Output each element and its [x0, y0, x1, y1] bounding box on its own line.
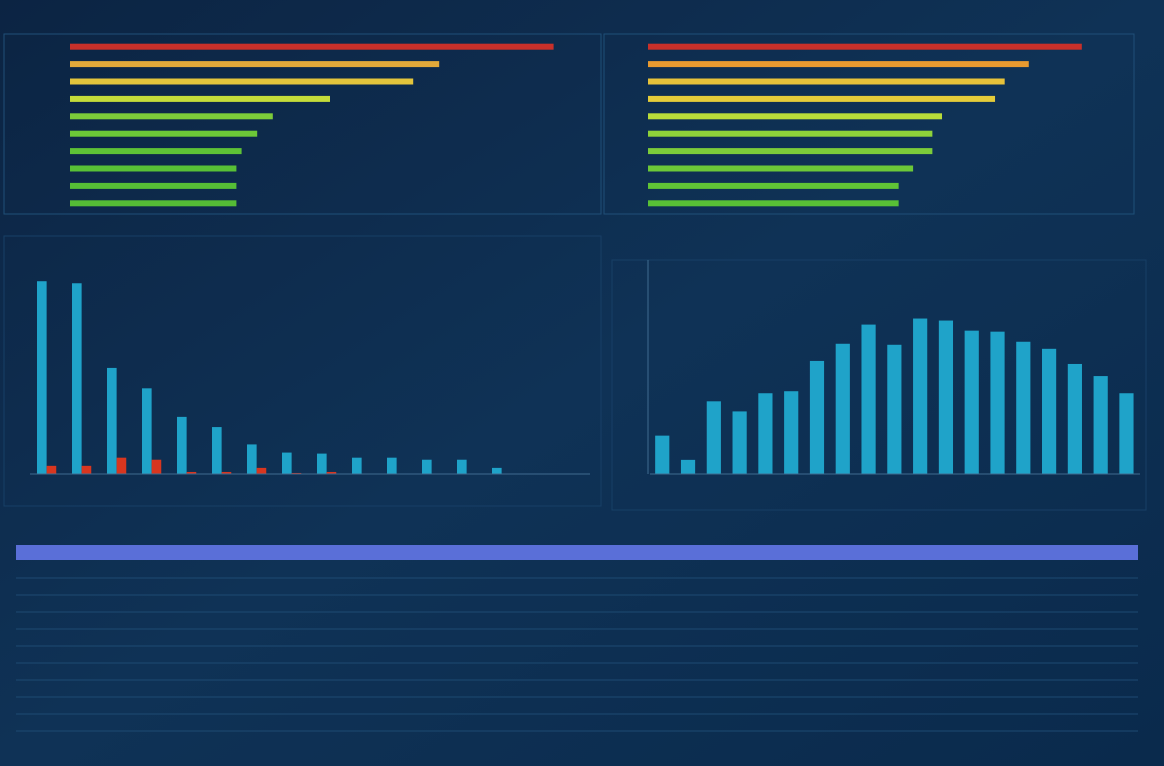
- bar: [70, 165, 237, 172]
- bar: [861, 324, 876, 474]
- bar: [492, 467, 502, 474]
- bar: [680, 459, 696, 474]
- panel: [611, 259, 1147, 511]
- bar: [70, 113, 273, 120]
- bar: [107, 367, 117, 474]
- bar: [151, 459, 162, 474]
- bar: [291, 472, 302, 474]
- bar: [964, 330, 979, 474]
- bar: [887, 344, 902, 474]
- bar: [81, 465, 92, 474]
- bar: [37, 281, 47, 474]
- bar: [1016, 341, 1031, 474]
- bar: [648, 148, 933, 155]
- bar: [1067, 363, 1082, 474]
- bar: [648, 200, 899, 207]
- bar: [938, 320, 954, 474]
- bar: [457, 459, 467, 474]
- bar: [1119, 393, 1134, 474]
- bar: [70, 43, 554, 50]
- bar: [70, 200, 237, 207]
- bar: [212, 427, 222, 474]
- bar: [1093, 376, 1108, 474]
- bar: [648, 78, 1005, 85]
- bar: [177, 416, 187, 474]
- panel: [3, 235, 602, 507]
- bar: [70, 182, 237, 189]
- table-rows: [16, 577, 1138, 732]
- bar: [70, 148, 242, 155]
- bar: [990, 331, 1005, 474]
- bar: [648, 43, 1082, 50]
- bar: [835, 343, 850, 474]
- bar: [352, 457, 362, 474]
- bar: [655, 435, 670, 474]
- bar: [70, 130, 258, 137]
- bar: [648, 113, 943, 120]
- bar: [247, 444, 257, 474]
- bar: [142, 388, 152, 474]
- bar: [732, 411, 747, 474]
- bar: [70, 61, 440, 68]
- bar: [706, 401, 721, 474]
- panel: [3, 33, 602, 215]
- bar: [221, 471, 232, 474]
- bar: [186, 471, 197, 474]
- bar: [282, 452, 292, 474]
- bar: [422, 459, 432, 474]
- bar: [72, 283, 82, 474]
- bar: [46, 465, 57, 474]
- panel: [603, 33, 1135, 215]
- bar: [70, 78, 414, 85]
- bar: [326, 471, 337, 474]
- table-header: [16, 545, 1138, 560]
- bar: [648, 182, 899, 189]
- bar: [648, 95, 996, 102]
- bar: [317, 453, 327, 474]
- bar: [913, 318, 928, 474]
- bar: [648, 61, 1029, 68]
- bar: [784, 391, 799, 474]
- bar: [1042, 348, 1057, 474]
- bar: [648, 165, 914, 172]
- bar: [809, 360, 825, 474]
- bar: [387, 457, 397, 474]
- bar: [116, 457, 127, 474]
- bar: [648, 130, 933, 137]
- bar: [256, 467, 267, 474]
- bar: [758, 393, 773, 474]
- bar: [70, 95, 330, 102]
